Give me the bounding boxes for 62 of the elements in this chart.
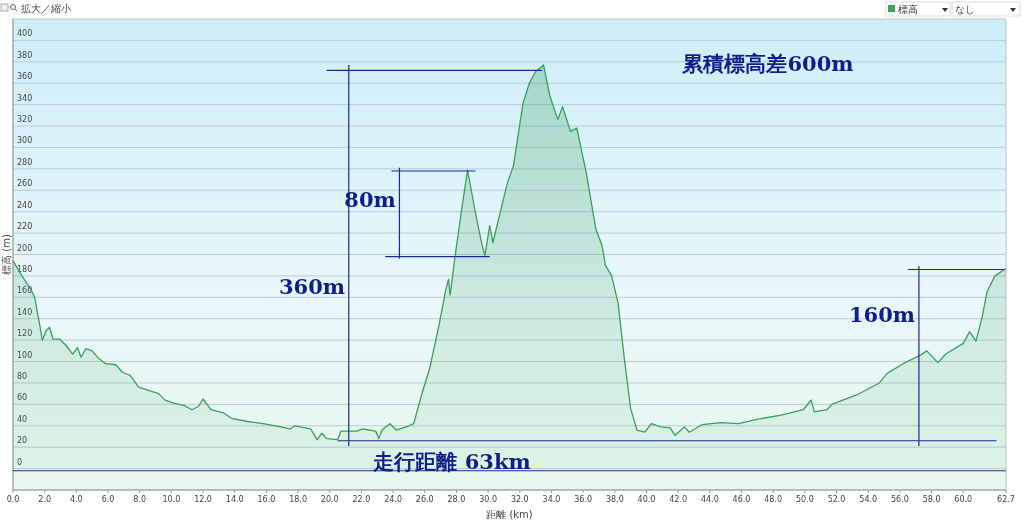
- x-tick-label: 10.0: [162, 495, 181, 504]
- y-tick-label: 240: [17, 200, 33, 210]
- x-tick-label: 6.0: [101, 495, 115, 504]
- annotation: 160m: [848, 301, 916, 327]
- y-tick-label: 360: [17, 72, 33, 82]
- legend-label: 標高: [898, 4, 918, 15]
- text: なし: [955, 4, 975, 15]
- x-tick-label: 48.0: [764, 495, 783, 504]
- x-tick-label: 38.0: [605, 495, 624, 504]
- x-tick-label: 44.0: [700, 495, 719, 504]
- x-tick-label: 32.0: [510, 495, 529, 504]
- text: 拡大／縮小: [21, 3, 71, 14]
- y-tick-label: 140: [17, 307, 33, 317]
- x-tick-label: 28.0: [447, 495, 466, 504]
- y-tick-label: 220: [17, 222, 33, 232]
- y-tick-label: 280: [17, 157, 33, 167]
- x-tick-label: 24.0: [384, 495, 402, 504]
- x-tick-label: 54.0: [859, 495, 878, 504]
- x-tick-label: 22.0: [352, 495, 371, 504]
- x-tick-label: 50.0: [795, 495, 814, 504]
- y-tick-label: 180: [17, 264, 33, 274]
- annotation: 360m: [278, 273, 346, 299]
- annotation: 走行距離 63km: [372, 448, 531, 474]
- x-tick-label: 30.0: [479, 495, 498, 504]
- x-tick-label: 46.0: [732, 495, 751, 504]
- y-tick-label: 260: [17, 179, 33, 189]
- x-tick-label: 60.0: [954, 495, 973, 504]
- y-tick-label: 400: [17, 29, 33, 39]
- x-tick-label: 0.0: [6, 495, 20, 504]
- x-axis-title: 距離 (km): [486, 509, 533, 520]
- y-axis-title: 標高 (m): [1, 234, 12, 275]
- x-tick-label: 12.0: [194, 495, 212, 504]
- y-tick-label: 40: [17, 414, 28, 424]
- x-tick-label: 42.0: [669, 495, 688, 504]
- x-tick-label: 2.0: [38, 495, 52, 504]
- y-tick-label: 300: [17, 136, 33, 146]
- y-tick-label: 380: [17, 50, 33, 60]
- y-tick-label: 120: [17, 329, 33, 339]
- y-tick-label: 160: [17, 286, 33, 296]
- y-tick-label: 80: [17, 371, 28, 381]
- annotation: 累積標高差600m: [681, 50, 854, 76]
- x-tick-label: 16.0: [257, 495, 276, 504]
- x-tick-label: 4.0: [69, 495, 83, 504]
- y-tick-label: 20: [17, 436, 28, 446]
- x-tick-label: 62.7: [997, 495, 1015, 504]
- x-tick-label: 52.0: [827, 495, 846, 504]
- x-tick-label: 56.0: [890, 495, 909, 504]
- x-tick-label: 40.0: [637, 495, 656, 504]
- x-tick-label: 26.0: [415, 495, 434, 504]
- y-tick-label: 60: [17, 393, 28, 403]
- x-tick-label: 20.0: [320, 495, 339, 504]
- x-tick-label: 36.0: [574, 495, 593, 504]
- x-tick-label: 8.0: [133, 495, 147, 504]
- x-tick-label: 34.0: [542, 495, 561, 504]
- y-tick-label: 0: [17, 457, 23, 467]
- x-tick-label: 58.0: [922, 495, 941, 504]
- y-tick-label: 320: [17, 115, 33, 125]
- x-tick-label: 18.0: [289, 495, 307, 504]
- y-tick-label: 100: [17, 350, 33, 360]
- x-tick-label: 14.0: [225, 495, 244, 504]
- y-tick-label: 200: [17, 243, 33, 253]
- y-tick-label: 340: [17, 93, 33, 103]
